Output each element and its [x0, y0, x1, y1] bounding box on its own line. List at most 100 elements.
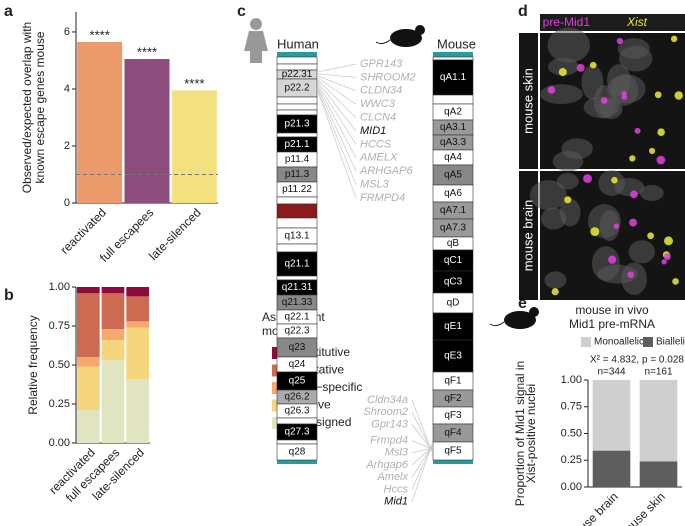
chromosome-band: [276, 196, 318, 205]
panel-label: d: [518, 3, 528, 20]
band-label: q26.2: [284, 392, 309, 403]
bar-segment: [639, 461, 678, 487]
band-label: p11.22: [282, 184, 312, 195]
signal-dot: [661, 259, 667, 265]
signal-dot: [663, 253, 671, 261]
gene-connector: [317, 77, 357, 105]
chromosome-band: [432, 94, 474, 105]
y-axis-label: Relative frequency: [26, 315, 40, 414]
significance-label: ****: [137, 44, 157, 59]
telomere: [433, 52, 473, 57]
signal-dot: [656, 155, 666, 165]
chromosome-band: [276, 56, 318, 65]
band-label: qE3: [444, 351, 462, 362]
signal-dot: [627, 271, 635, 279]
nucleus: [559, 198, 581, 227]
band-label: q22.3: [284, 326, 309, 337]
y-tick-label: 0.25: [49, 398, 70, 410]
bar-segment: [101, 293, 125, 330]
nucleus: [618, 45, 653, 72]
gene-label: HCCS: [360, 138, 392, 150]
panel-label: c: [237, 3, 246, 20]
signal-dot: [590, 227, 600, 237]
y-tick-label: 6: [64, 26, 70, 38]
signal-dot: [664, 236, 673, 246]
nucleus: [547, 27, 591, 63]
band-label: q21.1: [284, 259, 309, 270]
nucleus: [544, 271, 567, 289]
band-label: p22.31: [282, 69, 313, 80]
y-tick-label: 0.00: [561, 481, 582, 493]
bar-segment: [76, 287, 100, 294]
chromosome-band: [276, 439, 318, 445]
gene-connector: [317, 89, 357, 185]
bar: [124, 59, 170, 204]
band-label: qF3: [444, 410, 462, 421]
band-label: qA5: [444, 170, 462, 181]
band-label: qC1: [444, 255, 463, 266]
nucleus: [639, 184, 664, 201]
telomere: [433, 460, 473, 464]
y-tick-label: 0: [64, 197, 70, 209]
gene-connector: [411, 440, 433, 450]
band-label: qF2: [444, 393, 462, 404]
nucleus: [556, 173, 579, 190]
gene-label: Hccs: [384, 483, 409, 495]
chromosome-band: [276, 243, 318, 253]
channel-header: [540, 14, 685, 31]
chromosome-band: [432, 339, 474, 373]
legend-swatch: [643, 337, 653, 347]
signal-dot: [657, 128, 665, 136]
signal-dot: [600, 97, 608, 104]
bar-segment: [592, 380, 631, 451]
species-title: Mouse: [437, 36, 476, 51]
band-label: p21.3: [284, 119, 309, 130]
gene-connector: [317, 87, 357, 172]
panel-label: b: [4, 287, 14, 304]
band-label: qA7.1: [440, 205, 467, 216]
chromosome-band: [432, 59, 474, 96]
signal-dot: [621, 94, 628, 100]
channel-label: pre-Mid1: [543, 15, 591, 29]
band-label: q28: [289, 447, 306, 458]
signal-dot: [589, 61, 597, 69]
telomere: [277, 460, 317, 464]
chromosome-band: [276, 203, 318, 219]
band-label: q21.33: [282, 297, 313, 308]
gene-label: Cldn34a: [367, 394, 408, 406]
gene-label: SHROOM2: [360, 71, 416, 83]
chromosome-band: [276, 417, 318, 425]
chromosome-band: [276, 443, 318, 461]
mouse-icon: [489, 307, 539, 329]
bar-label: n=344: [597, 367, 626, 378]
gene-label: Frmpd4: [370, 435, 408, 447]
band-label: q26.3: [284, 406, 309, 417]
signal-dot: [634, 127, 641, 134]
gene-connector: [317, 79, 357, 118]
signal-dot: [647, 232, 655, 240]
gene-connector: [317, 91, 357, 199]
nucleus: [547, 57, 579, 76]
gene-connector: [411, 412, 433, 452]
bar-segment: [76, 366, 100, 411]
band-label: qA2: [444, 107, 462, 118]
panel-label: e: [518, 295, 527, 312]
band-label: q25: [289, 376, 306, 387]
nucleus: [561, 138, 593, 159]
x-tick-label: mouse brain: [564, 489, 621, 526]
signal-dot: [551, 288, 559, 296]
band-label: qA6: [444, 188, 462, 199]
signal-dot: [674, 91, 683, 100]
nucleus: [614, 178, 645, 197]
bar-label: n=161: [644, 367, 673, 378]
legend-label: Monoallelic: [594, 337, 644, 348]
band-label: q21.31: [282, 282, 313, 293]
signal-dot: [630, 190, 638, 199]
sample-label: mouse skin: [520, 68, 535, 134]
bar-segment: [639, 380, 678, 462]
sample-label-bar: [519, 33, 538, 169]
bar-segment: [76, 293, 100, 358]
bar: [77, 41, 123, 204]
signal-dot: [654, 91, 662, 99]
